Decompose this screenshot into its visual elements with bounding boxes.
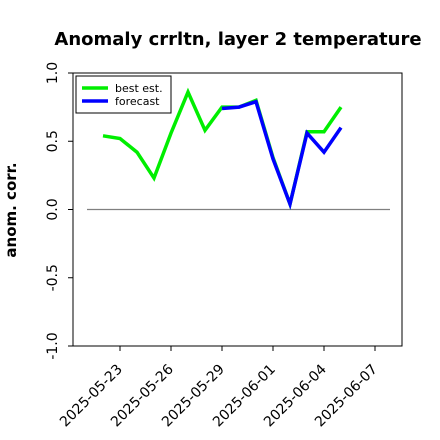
series-layer <box>102 87 343 211</box>
y-axis: 1.0 0.5 0.0 -0.5 -1.0 <box>45 62 73 360</box>
y-axis-label: anom. corr. <box>2 162 20 257</box>
y-tick-label: 0.5 <box>45 130 61 152</box>
y-tick-label: -0.5 <box>45 264 61 291</box>
chart-title: Anomaly crrltn, layer 2 temperature <box>54 29 421 50</box>
legend-entry: best est. <box>115 82 163 95</box>
x-axis: 2025-05-232025-05-262025-05-292025-06-01… <box>57 346 381 430</box>
series-line-forecast <box>221 99 343 210</box>
y-tick-label: 1.0 <box>45 62 61 84</box>
y-tick-label: -1.0 <box>45 332 61 359</box>
legend-box <box>75 75 172 114</box>
legend-entry: forecast <box>115 95 160 108</box>
legend: best est.forecast <box>75 75 172 114</box>
y-tick-label: 0.0 <box>45 198 61 220</box>
